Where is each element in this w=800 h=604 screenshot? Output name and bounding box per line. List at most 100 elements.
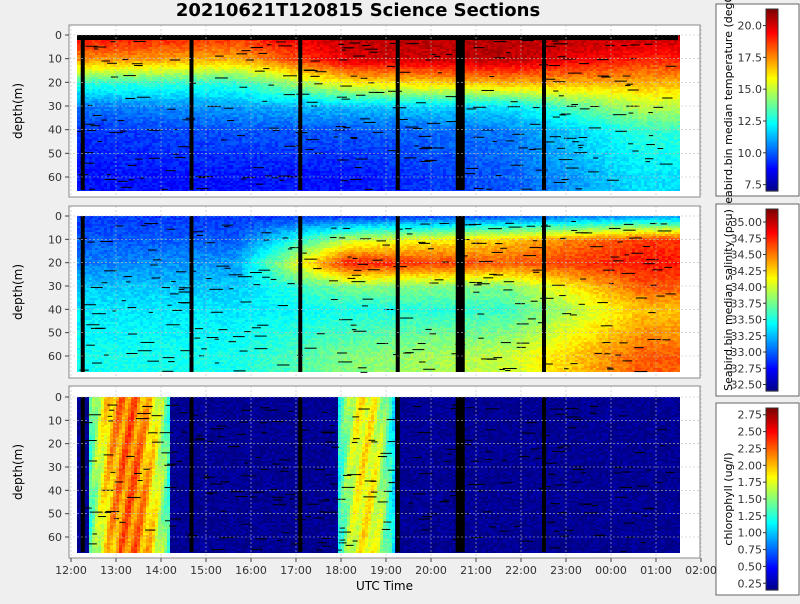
heatmap-cell <box>77 77 80 79</box>
heatmap-cell <box>92 159 95 161</box>
heatmap-cell <box>107 45 110 47</box>
heatmap-cell <box>89 95 92 97</box>
heatmap-cell <box>86 149 89 151</box>
heatmap-cell <box>89 131 92 133</box>
heatmap-cell <box>86 187 89 189</box>
heatmap-cell <box>125 41 128 43</box>
heatmap-cell <box>113 89 116 91</box>
heatmap-cell <box>104 85 107 87</box>
heatmap-cell <box>122 69 125 71</box>
heatmap-cell <box>92 179 95 181</box>
heatmap-cell <box>89 157 92 159</box>
heatmap-cell <box>101 123 104 125</box>
heatmap-cell <box>89 143 92 145</box>
heatmap-cell <box>92 187 95 189</box>
heatmap-cell <box>131 77 134 79</box>
heatmap-cell <box>119 77 122 79</box>
heatmap-cell <box>137 125 140 127</box>
heatmap-cell <box>125 133 128 135</box>
heatmap-cell <box>110 99 113 101</box>
heatmap-cell <box>131 181 134 183</box>
heatmap-cell <box>125 99 128 101</box>
heatmap-cell <box>140 55 143 57</box>
heatmap-cell <box>110 125 113 127</box>
heatmap-cell <box>116 91 119 93</box>
heatmap-cell <box>89 47 92 49</box>
heatmap-cell <box>125 159 128 161</box>
heatmap-cell <box>107 121 110 123</box>
heatmap-cell <box>101 91 104 93</box>
heatmap-cell <box>95 93 98 95</box>
heatmap-cell <box>116 53 119 55</box>
heatmap-cell <box>98 131 101 133</box>
heatmap-cell <box>95 95 98 97</box>
heatmap-cell <box>131 45 134 47</box>
page-title: 20210621T120815 Science Sections <box>0 0 716 21</box>
heatmap-cell <box>119 159 122 161</box>
heatmap-cell <box>104 87 107 89</box>
heatmap-cell <box>143 51 146 53</box>
heatmap-cell <box>92 85 95 87</box>
heatmap-cell <box>86 95 89 97</box>
heatmap-cell <box>95 187 98 189</box>
heatmap-cell <box>128 65 131 67</box>
heatmap-cell <box>122 87 125 89</box>
heatmap-cell <box>77 157 80 159</box>
heatmap-cell <box>125 61 128 63</box>
heatmap-cell <box>143 99 146 101</box>
heatmap-cell <box>137 83 140 85</box>
heatmap-cell <box>125 169 128 171</box>
heatmap-cell <box>86 77 89 79</box>
heatmap-cell <box>95 163 98 165</box>
heatmap-cell <box>113 149 116 151</box>
heatmap-cell <box>104 71 107 73</box>
heatmap-cell <box>77 155 80 157</box>
heatmap-cell <box>110 45 113 47</box>
heatmap-cell <box>104 187 107 189</box>
heatmap-cell <box>101 125 104 127</box>
heatmap-cell <box>116 103 119 105</box>
heatmap-cell <box>131 85 134 87</box>
heatmap-cell <box>134 161 137 163</box>
heatmap-cell <box>86 89 89 91</box>
heatmap-cell <box>107 183 110 185</box>
heatmap-cell <box>86 69 89 71</box>
heatmap-cell <box>89 75 92 77</box>
heatmap-cell <box>104 83 107 85</box>
heatmap-cell <box>119 141 122 143</box>
heatmap-cell <box>137 151 140 153</box>
heatmap-cell <box>131 51 134 53</box>
heatmap-cell <box>86 79 89 81</box>
heatmap-cell <box>95 131 98 133</box>
heatmap-cell <box>134 81 137 83</box>
heatmap-cell <box>137 179 140 181</box>
heatmap-cell <box>134 131 137 133</box>
heatmap-cell <box>110 137 113 139</box>
heatmap-cell <box>131 151 134 153</box>
heatmap-cell <box>128 123 131 125</box>
heatmap-cell <box>125 117 128 119</box>
heatmap-cell <box>113 173 116 175</box>
heatmap-cell <box>116 43 119 45</box>
heatmap-cell <box>128 167 131 169</box>
heatmap-cell <box>119 107 122 109</box>
heatmap-cell <box>131 113 134 115</box>
heatmap-cell <box>86 145 89 147</box>
heatmap-cell <box>98 85 101 87</box>
heatmap-cell <box>140 131 143 133</box>
heatmap-cell <box>134 87 137 89</box>
heatmap-cell <box>95 139 98 141</box>
heatmap-cell <box>101 101 104 103</box>
heatmap-cell <box>86 155 89 157</box>
heatmap-cell <box>125 81 128 83</box>
heatmap-cell <box>86 83 89 85</box>
heatmap-cell <box>101 171 104 173</box>
heatmap-cell <box>140 155 143 157</box>
heatmap-cell <box>131 123 134 125</box>
heatmap-cell <box>119 151 122 153</box>
heatmap-cell <box>134 145 137 147</box>
heatmap-cell <box>107 161 110 163</box>
heatmap-cell <box>116 145 119 147</box>
heatmap-cell <box>77 185 80 187</box>
heatmap-cell <box>137 47 140 49</box>
